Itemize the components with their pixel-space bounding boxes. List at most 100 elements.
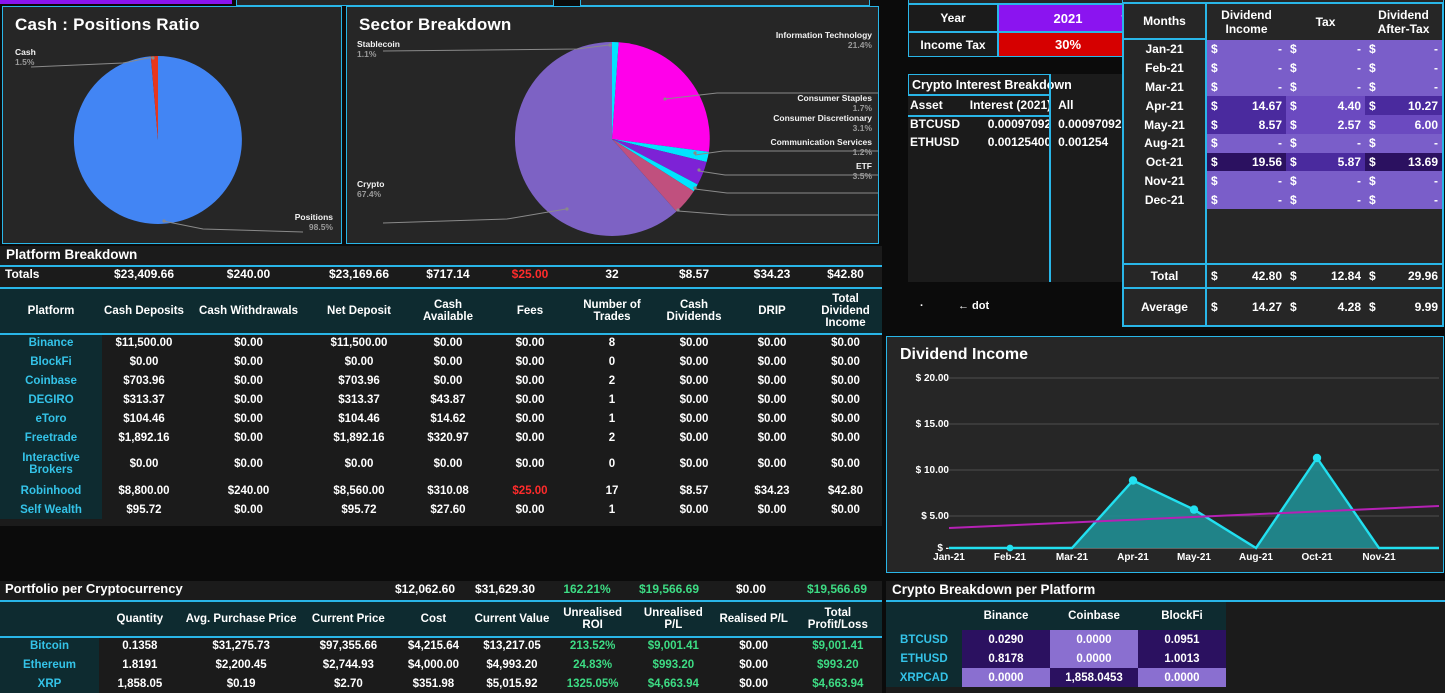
dividend-value: 6.00 [1414, 117, 1438, 132]
platform-cell: $0.00 [515, 412, 545, 425]
currency-symbol: $ [1211, 173, 1218, 188]
total-after-value: 29.96 [1407, 269, 1438, 284]
table-row[interactable]: Apr-21 $14.67 $4.40 $10.27 [1122, 96, 1444, 116]
table-row[interactable]: Bitcoin 0.1358 $31,275.73 $97,355.66 $4,215.… [0, 636, 882, 655]
pie-label-cash-value: 1.5% [15, 57, 35, 68]
year-select[interactable]: 2021 [998, 4, 1138, 32]
table-row[interactable]: Oct-21 $19.56 $5.87 $13.69 [1122, 152, 1444, 172]
dividend-value: - [1357, 136, 1361, 151]
cash-positions-title: Cash : Positions Ratio [15, 15, 200, 34]
platform-cell: $0.00 [433, 355, 463, 368]
portfolio-cell: 1,858.05 [98, 674, 181, 693]
cpp-body: BTCUSD 0.0290 0.0000 0.0951 ETHUSD 0.8178 0.00… [886, 630, 1226, 687]
table-row[interactable]: Feb-21 $ - $ - $ - [1122, 58, 1444, 78]
table-row[interactable]: Jan-21 $ - $ - $ - [1122, 40, 1444, 59]
platform-cell: $0.00 [679, 374, 709, 387]
platform-cell: $0.00 [831, 412, 860, 425]
dividend-chart-panel: Dividend Income $ 20.00 $ 15.00 $ 10.00 … [886, 336, 1444, 573]
dividend-month-cell: May-21 [1122, 115, 1207, 134]
platform-cell: $11,500.00 [330, 336, 388, 349]
currency-symbol: $ [1211, 155, 1218, 170]
table-row[interactable]: Interactive Brokers $0.00 $0.00 $0.00 $0.00 $… [0, 447, 882, 481]
portfolio-summary-cost: $12,062.60 [394, 581, 456, 596]
totals-cash-available: $717.14 [426, 267, 470, 281]
dividend-income-cell: $ - [1207, 40, 1286, 59]
dividend-after-cell: $ - [1365, 40, 1444, 59]
table-row[interactable]: Coinbase $703.96 $0.00 $703.96 $0.00 $0.00 2 $0… [0, 371, 882, 390]
dividend-income-cell: $19.56 [1207, 152, 1286, 172]
table-row[interactable]: Ethereum 1.8191 $2,200.45 $2,744.93 $4,000.0… [0, 655, 882, 674]
table-row[interactable]: Freetrade $1,892.16 $0.00 $1,892.16 $320.97 $… [0, 428, 882, 447]
platform-cell: $0.00 [515, 503, 545, 516]
crypto-per-platform-table: Binance Coinbase BlockFi BTCUSD 0.0290 0.0… [886, 602, 1226, 687]
table-row[interactable]: Mar-21 $ - $ - $ - [1122, 77, 1444, 97]
crypto-interest-cell-asset: ETHUSD [910, 135, 960, 149]
dividend-tax-cell: $5.87 [1286, 152, 1365, 172]
currency-symbol: $ [1290, 136, 1297, 151]
rule-under-portfolio-title [0, 600, 882, 602]
portfolio-summary-table: Portfolio per Cryptocurrency $12,062.60 … [0, 581, 882, 596]
table-row[interactable]: BlockFi $0.00 $0.00 $0.00 $0.00 $0.00 0 $0.00 $0… [0, 352, 882, 371]
platform-breakdown-title: Platform Breakdown [6, 247, 138, 262]
table-row[interactable]: ETHUSD 0.8178 0.0000 1.0013 [886, 649, 1226, 668]
table-row[interactable]: BTCUSD 0.0290 0.0000 0.0951 [886, 630, 1226, 649]
dividend-tax-cell: $2.57 [1286, 115, 1365, 134]
table-row[interactable]: Robinhood $8,800.00 $240.00 $8,560.00 $310.0… [0, 481, 882, 500]
currency-symbol: $ [1290, 173, 1297, 188]
pie-label-consumer-staples-name: Consumer Staples [797, 93, 872, 103]
crypto-per-platform-section: Crypto Breakdown per Platform Binance Co… [886, 581, 1445, 693]
pie-label-etf-value: 3.5% [852, 171, 872, 182]
portfolio-summary-row: Portfolio per Cryptocurrency $12,062.60 … [0, 581, 882, 596]
platform-cell: $320.97 [427, 431, 469, 444]
col-cash-withdrawals: Cash Withdrawals [199, 305, 298, 317]
dividend-after-cell: $ - [1365, 133, 1444, 153]
cppcol-asset [886, 602, 962, 630]
platform-cell: 2 [608, 374, 616, 387]
col-net-deposit: Net Deposit [327, 305, 391, 317]
table-row[interactable]: Binance $11,500.00 $0.00 $11,500.00 $0.00 $0.… [0, 333, 882, 352]
table-row[interactable]: XRP 1,858.05 $0.19 $2.70 $351.98 $5,015.92 132… [0, 674, 882, 693]
currency-symbol: $ [1211, 79, 1218, 94]
dividend-after-cell: $ - [1365, 190, 1444, 210]
table-row[interactable]: ETHUSD 0.00125400 0.001254 [908, 133, 1138, 151]
table-row[interactable]: Aug-21 $ - $ - $ - [1122, 133, 1444, 153]
platform-cell: $0.00 [234, 355, 263, 368]
platform-cell: $95.72 [126, 503, 162, 516]
portfolio-cell: $0.19 [180, 674, 302, 693]
spacer-after [1365, 209, 1444, 264]
platform-name-cell: Coinbase [0, 371, 102, 390]
pie-label-consumer-discretionary-value: 3.1% [852, 123, 872, 134]
portfolio-cell: $4,663.94 [793, 674, 882, 693]
table-row[interactable]: eToro $104.46 $0.00 $104.46 $14.62 $0.00 1 $0.0… [0, 409, 882, 428]
table-row[interactable]: Nov-21 $ - $ - $ - [1122, 171, 1444, 191]
dividend-value: - [1434, 42, 1438, 57]
table-row[interactable]: BTCUSD 0.00097092 0.00097092 [908, 115, 1138, 133]
platform-cell: $34.23 [754, 484, 790, 497]
platform-cell: $8.57 [679, 484, 709, 497]
portfolio-summary-unrealised-roi: 162.21% [563, 581, 611, 596]
pie-label-communication-services: Communication Services 1.2% [770, 137, 872, 157]
platform-totals-table: Totals $23,409.66 $240.00 $23,169.66 $71… [0, 267, 882, 281]
platform-cell: $310.08 [427, 484, 469, 497]
pcol-avg-purchase-price: Avg. Purchase Price [180, 602, 302, 636]
income-tax-value[interactable]: 30% [998, 32, 1138, 57]
sector-breakdown-panel: Sector Breakdown [346, 6, 879, 244]
currency-symbol: $ [1290, 98, 1297, 113]
dividend-month-cell: Apr-21 [1122, 96, 1207, 116]
platform-name-cell: Self Wealth [0, 500, 102, 519]
currency-symbol: $ [1369, 117, 1376, 132]
table-row[interactable]: May-21 $8.57 $2.57 $6.00 [1122, 115, 1444, 134]
totals-cash-deposits: $23,409.66 [113, 267, 175, 281]
table-row[interactable]: XRPCAD 0.0000 1,858.0453 0.0000 [886, 668, 1226, 687]
table-row[interactable]: DEGIRO $313.37 $0.00 $313.37 $43.87 $0.00 1 $0.… [0, 390, 882, 409]
portfolio-cell: $4,000.00 [395, 655, 472, 674]
platform-cell: $0.00 [234, 503, 263, 516]
platform-name-cell: Interactive Brokers [0, 447, 102, 481]
pie-label-communication-services-value: 1.2% [852, 147, 872, 158]
crypto-interest-cell-interest: 0.00097092 [987, 117, 1052, 131]
platform-cell: $313.37 [338, 393, 380, 406]
platform-cell: $0.00 [234, 393, 263, 406]
portfolio-summary-unrealised-pl: $19,566.69 [638, 581, 700, 596]
table-row[interactable]: Self Wealth $95.72 $0.00 $95.72 $27.60 $0.00 1… [0, 500, 882, 519]
table-row[interactable]: Dec-21 $ - $ - $ - [1122, 190, 1444, 210]
